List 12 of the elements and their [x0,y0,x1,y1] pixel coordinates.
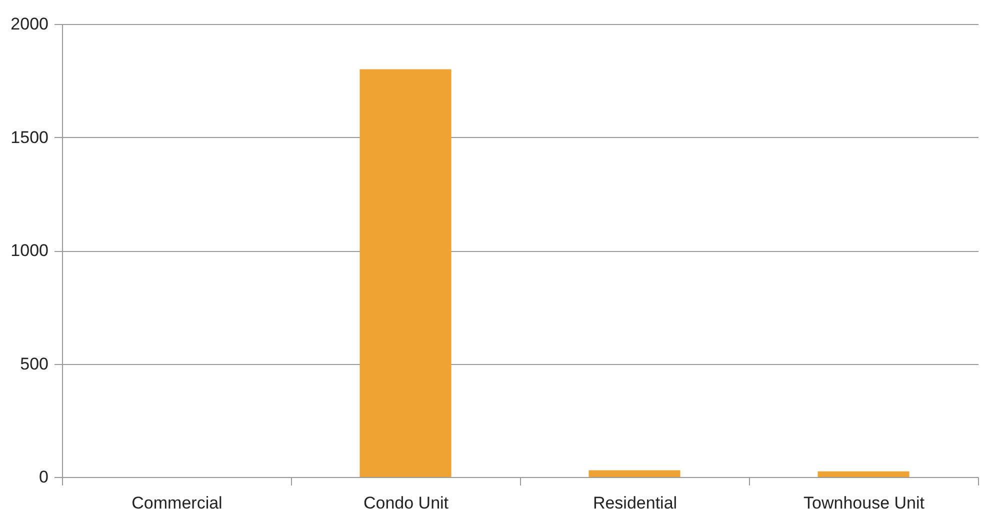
y-tick-label: 500 [20,354,48,374]
x-tick-label: Condo Unit [363,494,449,509]
y-tick-label: 2000 [10,14,48,34]
bar [360,69,452,477]
x-tick-label: Residential [592,494,678,509]
bar [588,470,680,477]
x-tick-label: Townhouse Unit [804,494,925,509]
x-tick-label: Commercial [132,494,222,509]
y-tick-label: 1500 [10,128,48,147]
y-tick-label: 1000 [10,241,48,260]
y-tick-label: 0 [39,468,48,486]
bar [818,471,910,477]
